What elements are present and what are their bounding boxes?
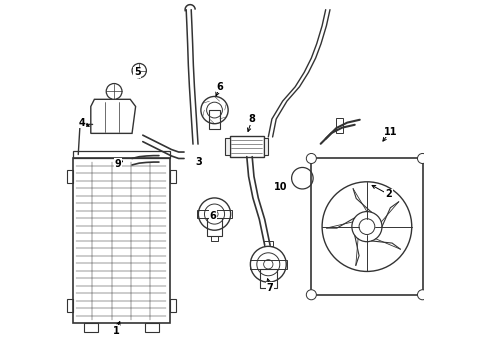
Text: 8: 8 [249, 114, 256, 124]
Text: 9: 9 [114, 159, 121, 169]
Bar [73, 158, 170, 323]
Circle shape [352, 212, 382, 242]
Text: 4: 4 [78, 118, 85, 128]
Text: 3: 3 [195, 157, 202, 167]
Circle shape [211, 211, 218, 218]
Bar [230, 136, 264, 157]
Bar [211, 235, 218, 241]
Bar [336, 118, 343, 133]
Bar [264, 240, 272, 246]
Text: 1: 1 [113, 325, 119, 336]
Bar [196, 210, 232, 219]
Bar [209, 110, 221, 129]
Circle shape [417, 290, 428, 300]
Bar [67, 170, 73, 183]
Bar [225, 138, 230, 154]
Circle shape [201, 96, 228, 124]
Bar [73, 150, 170, 158]
Circle shape [198, 198, 231, 230]
Circle shape [264, 260, 273, 269]
Circle shape [417, 153, 428, 163]
Circle shape [292, 167, 313, 189]
Bar [67, 299, 73, 312]
Text: 2: 2 [385, 189, 392, 199]
Bar [170, 299, 176, 312]
Circle shape [257, 253, 280, 276]
Circle shape [204, 204, 224, 224]
Text: 10: 10 [274, 182, 288, 192]
Circle shape [132, 63, 147, 78]
Circle shape [106, 84, 122, 99]
Text: 6: 6 [209, 211, 216, 221]
Circle shape [306, 290, 317, 300]
Text: 5: 5 [134, 67, 141, 77]
Bar [207, 219, 222, 235]
Text: 11: 11 [384, 127, 397, 136]
Bar [260, 269, 277, 288]
Circle shape [359, 219, 375, 234]
Bar [311, 158, 422, 295]
Circle shape [306, 153, 317, 163]
Bar [250, 260, 287, 269]
Circle shape [207, 102, 222, 118]
Bar [170, 170, 176, 183]
Bar [145, 323, 159, 332]
Bar [264, 138, 269, 154]
Circle shape [250, 246, 286, 282]
Text: 7: 7 [267, 283, 273, 293]
Text: 6: 6 [217, 82, 223, 92]
Bar [84, 323, 98, 332]
Polygon shape [91, 99, 136, 134]
Circle shape [322, 182, 412, 271]
